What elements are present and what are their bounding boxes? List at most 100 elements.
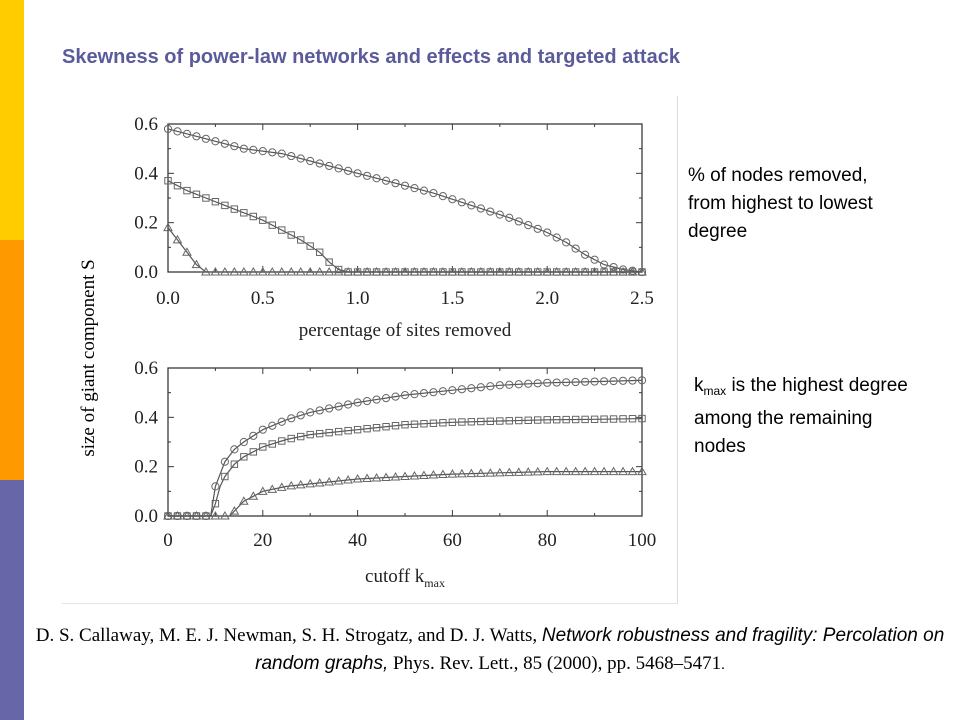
data-point-circle [353, 169, 362, 178]
plot-frame [167, 367, 643, 517]
citation: D. S. Callaway, M. E. J. Newman, S. H. S… [20, 622, 960, 679]
top-chart: 0.0 0.5 1.0 1.5 2.0 2.5 0.0 0.2 0.4 0.6 percentage… [134, 114, 654, 341]
data-point-triangle [438, 266, 448, 276]
data-point-triangle [238, 266, 249, 276]
data-point-circle [239, 437, 248, 447]
kmax-subscript: max [703, 384, 727, 398]
data-point-circle [609, 376, 618, 386]
data-point-triangle [551, 466, 562, 476]
data-point-triangle [305, 478, 316, 488]
data-point-triangle [276, 482, 287, 491]
data-point-circle [514, 380, 523, 389]
data-point-circle [562, 378, 571, 387]
data-point-circle [552, 378, 561, 387]
data-point-triangle [513, 467, 524, 476]
data-point-triangle [580, 466, 590, 476]
data-point-triangle [475, 266, 486, 276]
kmax-note-text: is the highest degree among the remainin… [694, 375, 908, 457]
data-point-triangle [637, 266, 647, 276]
data-point-square [552, 416, 561, 424]
data-point-triangle [182, 247, 192, 256]
data-point-circle [524, 221, 533, 230]
chart-figure: size of giant component S 0.0 0.5 1.0 1.5 2.… [78, 114, 657, 590]
figure: size of giant component S 0.0 0.5 1.0 1.5 2.… [62, 96, 678, 604]
kmax-symbol: k [694, 375, 704, 396]
data-point-square [325, 258, 333, 266]
data-point-triangle [466, 468, 477, 478]
x-tick-label: 60 [443, 530, 462, 551]
data-point-square [268, 440, 276, 448]
y-tick-label: 0.0 [134, 506, 158, 527]
data-point-circle [372, 174, 381, 183]
data-point-triangle [333, 266, 344, 276]
data-point-circle [448, 386, 457, 395]
data-point-square [505, 417, 513, 425]
data-point-circle [486, 207, 495, 216]
data-point-circle [258, 425, 267, 434]
series-line [167, 180, 642, 273]
data-point-triangle [561, 466, 572, 476]
x-tick-label: 2.5 [630, 288, 654, 309]
data-point-square [297, 432, 305, 441]
data-point-circle [628, 376, 637, 385]
data-point-circle [467, 201, 476, 210]
data-point-square [297, 236, 305, 244]
data-point-circle [277, 149, 286, 158]
data-point-circle [486, 382, 495, 391]
data-point-circle [362, 396, 372, 406]
x-axis-label-subscript: max [424, 576, 445, 590]
data-point-circle [599, 377, 609, 386]
data-point-circle [476, 383, 485, 392]
data-point-square [344, 426, 352, 435]
data-point-triangle [295, 266, 306, 276]
x-tick-label: 100 [628, 530, 657, 551]
data-point-circle [495, 381, 504, 390]
data-point-circle [344, 400, 353, 409]
data-point-triangle [475, 468, 486, 477]
x-tick-label: 2.0 [535, 288, 559, 309]
accent-bar-purple [0, 480, 24, 720]
data-point-square [562, 415, 570, 424]
data-point-square [211, 499, 220, 508]
data-point-square [420, 420, 428, 428]
data-point-circle [590, 255, 599, 264]
data-point-triangle [248, 491, 259, 500]
data-point-triangle [220, 266, 230, 276]
data-point-circle [230, 142, 239, 151]
x-tick-label: 1.5 [441, 288, 465, 309]
data-point-circle [334, 402, 343, 411]
data-point-circle [325, 161, 334, 171]
data-point-circle [306, 156, 315, 166]
data-point-square [211, 198, 220, 206]
data-point-square [278, 437, 286, 445]
data-point-triangle [163, 510, 173, 520]
data-point-circle [505, 380, 514, 389]
data-point-triangle [286, 266, 297, 276]
data-point-circle [173, 127, 182, 136]
data-point-circle [552, 233, 561, 242]
data-point-triangle [381, 266, 391, 276]
data-point-triangle [438, 469, 448, 479]
data-point-circle [287, 151, 296, 161]
data-point-square [458, 418, 466, 426]
data-point-triangle [324, 476, 335, 486]
data-point-triangle [314, 266, 325, 276]
data-point-square [391, 422, 400, 430]
kmax-note: kmax is the highest degree among the rem… [694, 372, 914, 461]
data-point-square [221, 201, 229, 210]
data-point-square [524, 416, 532, 424]
data-point-triangle [343, 266, 353, 276]
data-point-square [486, 417, 495, 425]
removal-note: % of nodes removed, from highest to lowe… [688, 165, 873, 242]
x-axis-label: percentage of sites removed [299, 320, 512, 341]
data-point-circle [230, 445, 239, 454]
data-point-triangle [608, 466, 619, 476]
data-point-circle [334, 164, 343, 173]
data-point-triangle [343, 474, 353, 484]
data-point-circle [590, 377, 599, 386]
data-point-triangle [627, 266, 638, 276]
data-point-triangle [210, 266, 221, 276]
data-point-triangle [295, 479, 306, 489]
data-point-triangle [362, 266, 372, 276]
data-point-triangle [201, 510, 211, 520]
